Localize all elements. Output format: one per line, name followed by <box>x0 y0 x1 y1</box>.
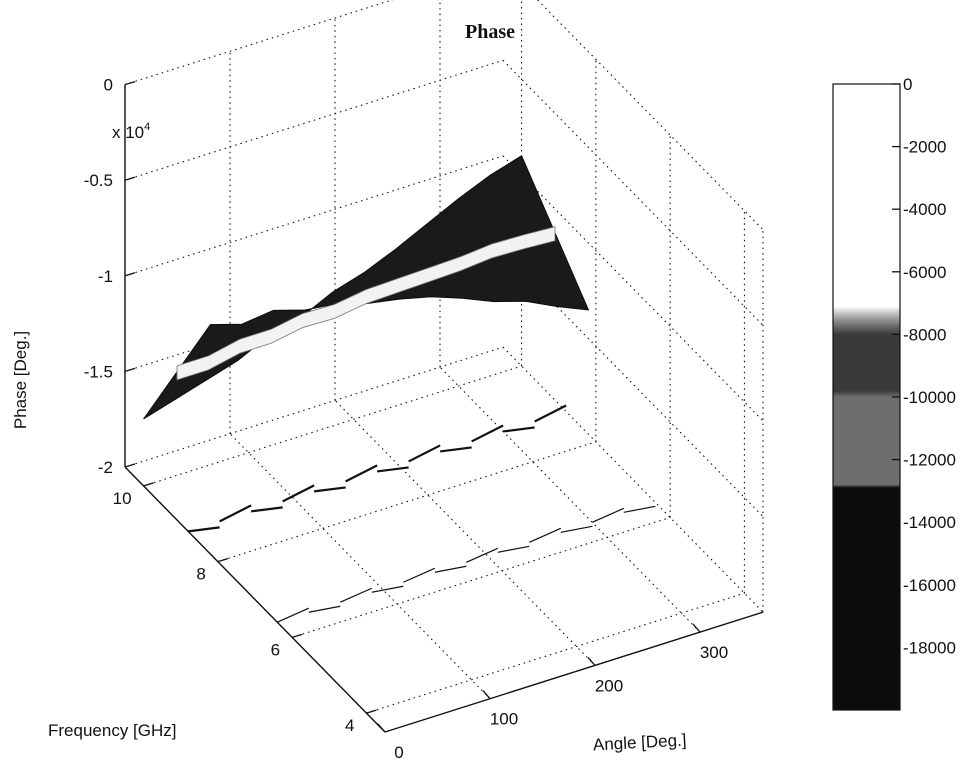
colorbar-tick-label: 0 <box>903 75 912 94</box>
colorbar-tick-label: -18000 <box>903 638 956 657</box>
floor-contour-trace <box>466 547 499 563</box>
floor-contour-trace <box>434 565 467 573</box>
grid-line <box>124 346 504 468</box>
floor-contour-trace <box>251 506 283 513</box>
floor-contour-trace <box>440 446 472 453</box>
floor-contour-trace <box>345 464 378 483</box>
z-axis-label: Phase [Deg.] <box>11 331 30 429</box>
grid-line <box>334 400 596 666</box>
colorbar-tick-label: -10000 <box>903 388 956 407</box>
y-tick-label: 4 <box>345 716 354 735</box>
z-axis-ticks: 0 -0.5 -1 -1.5 -2 <box>84 76 136 477</box>
colorbar-tick-label: -4000 <box>903 200 946 219</box>
z-tick-mark <box>124 80 136 86</box>
grid-line <box>143 365 522 487</box>
y-tick-mark <box>291 633 303 638</box>
exponent-label: x 104 <box>112 121 150 142</box>
floor-contour-trace <box>403 567 436 583</box>
z-tick-mark <box>124 463 136 468</box>
surface-ridge <box>176 226 556 381</box>
z-tick-mark <box>124 367 136 373</box>
z-tick-label: -1 <box>98 267 113 286</box>
floor-contour-trace <box>529 527 562 543</box>
z-tick-label: -2 <box>98 458 113 477</box>
z-tick-label: 0 <box>104 76 113 95</box>
grid-line <box>124 155 504 277</box>
colorbar-tick-label: -12000 <box>903 451 956 470</box>
y-tick-mark <box>143 482 154 487</box>
floor-contour-trace <box>277 607 310 623</box>
surface-band <box>143 154 590 420</box>
x-tick-mark <box>377 723 386 733</box>
z-tick-mark <box>124 176 136 181</box>
grid-line <box>536 0 764 231</box>
grid-line <box>291 516 671 638</box>
grid-line <box>124 0 394 86</box>
grid-line <box>366 592 745 714</box>
axes-box <box>124 84 764 733</box>
floor-contour-trace <box>188 526 220 533</box>
x-tick-label: 200 <box>595 676 623 695</box>
floor-contour-trace <box>408 444 441 463</box>
grid-line <box>229 433 491 700</box>
x-tick-label: 100 <box>490 710 518 729</box>
floor-contour-trace <box>534 404 567 423</box>
colorbar-tick-label: -2000 <box>903 138 946 157</box>
y-tick-label: 6 <box>271 640 280 659</box>
floor-contour-trace <box>623 505 656 513</box>
colorbar-tick-label: -6000 <box>903 263 946 282</box>
x-axis-line <box>384 611 764 733</box>
floor-contour-trace <box>503 426 535 433</box>
chart-title: Phase <box>465 21 515 43</box>
y-axis-label: Frequency [GHz] <box>48 721 177 740</box>
z-tick-label: -0.5 <box>84 171 113 190</box>
colorbar-tick-label: -14000 <box>903 513 956 532</box>
colorbar <box>832 83 901 711</box>
floor-contour-trace <box>497 545 530 553</box>
x-tick-label: 300 <box>700 643 728 662</box>
colorbar-tick-label: -8000 <box>903 325 946 344</box>
grid-line <box>502 59 764 326</box>
grid-line <box>502 346 764 613</box>
x-axis-label: Angle [Deg.] <box>592 731 686 755</box>
y-tick-label: 8 <box>196 565 205 584</box>
colorbar-tick-label: -16000 <box>903 576 956 595</box>
grid-line <box>124 59 504 181</box>
floor-contour-trace <box>282 484 315 503</box>
floor-contour-trace <box>471 424 504 443</box>
grid-line <box>502 155 764 422</box>
floor-contour-trace <box>308 605 341 613</box>
floor-contour-trace <box>314 486 346 493</box>
floor-contour-trace <box>219 504 252 523</box>
floor-contour-trace <box>377 466 409 473</box>
y-tick-mark <box>366 709 377 714</box>
y-axis-ticks: 4 6 8 10 <box>113 482 377 735</box>
x-tick-label: 0 <box>394 743 403 760</box>
phase-surface <box>143 154 656 623</box>
z-tick-label: -1.5 <box>84 362 113 381</box>
x-tick-mark <box>587 656 596 666</box>
x-tick-mark <box>482 690 491 700</box>
grid-line <box>217 441 597 563</box>
x-tick-mark <box>692 623 701 633</box>
grid-line <box>439 366 701 633</box>
y-tick-mark <box>217 558 229 563</box>
floor-contour-trace <box>592 507 625 523</box>
y-tick-label: 10 <box>113 489 132 508</box>
floor-contour-trace <box>371 585 404 593</box>
grid-line <box>124 466 386 733</box>
floor-contour-trace <box>340 587 373 603</box>
x-axis-ticks: 0 100 200 300 <box>377 623 728 760</box>
floor-contour-trace <box>560 525 593 533</box>
colorbar-ticks: 0 -2000 -4000 -6000 -8000 -10000 -12000 -14000 -… <box>892 75 956 657</box>
z-tick-mark <box>124 272 136 277</box>
